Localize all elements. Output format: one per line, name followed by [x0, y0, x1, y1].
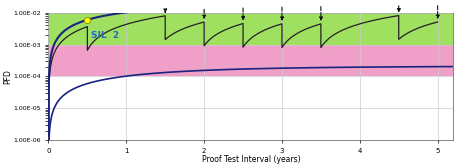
Bar [48, 13, 452, 45]
Text: SIL  2: SIL 2 [91, 31, 119, 40]
X-axis label: Proof Test Interval (years): Proof Test Interval (years) [201, 155, 299, 164]
Bar [48, 45, 452, 76]
Y-axis label: PFD: PFD [3, 69, 12, 84]
Bar [48, 76, 452, 140]
